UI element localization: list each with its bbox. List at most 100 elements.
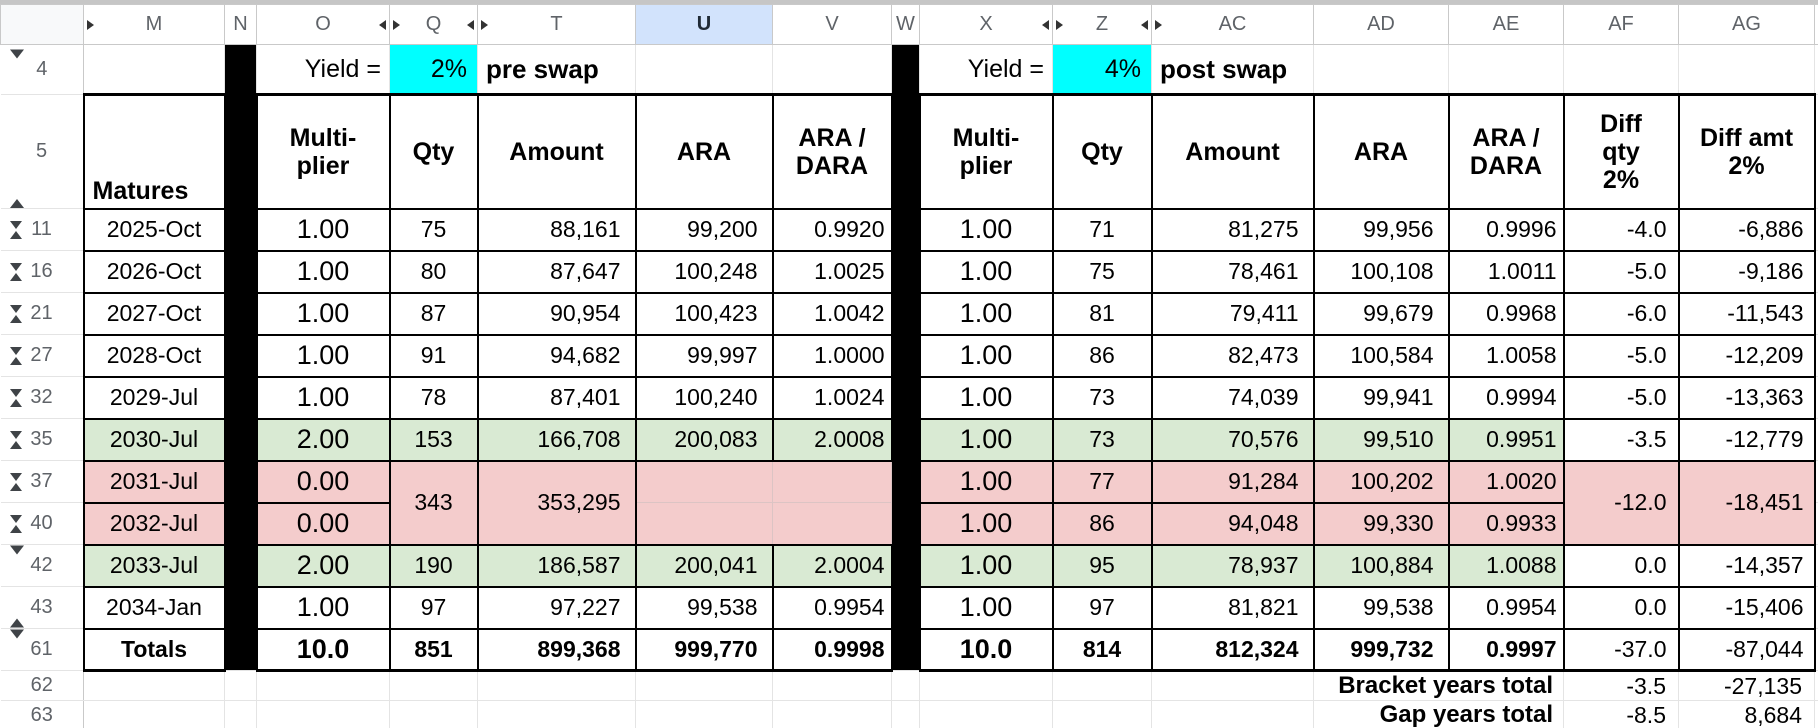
post-ara-dara-40[interactable]: 0.9933 bbox=[1447, 501, 1565, 546]
column-header-AF[interactable]: AF bbox=[1563, 4, 1679, 45]
post-amount-32[interactable]: 74,039 bbox=[1150, 375, 1315, 420]
pre-ara-dara-27[interactable]: 1.0000 bbox=[771, 333, 893, 378]
pre-ara-dara-61[interactable]: 0.9998 bbox=[771, 627, 893, 672]
cell-N27-separator[interactable] bbox=[224, 334, 257, 377]
post-header-AG[interactable]: Diff amt 2% bbox=[1677, 93, 1816, 210]
diff-amt-27[interactable]: -12,209 bbox=[1677, 333, 1816, 378]
column-header-O[interactable]: O bbox=[256, 4, 390, 45]
yield-label-post[interactable]: Yield = bbox=[919, 44, 1053, 95]
post-ara-43[interactable]: 99,538 bbox=[1312, 585, 1450, 630]
post-ara-21[interactable]: 99,679 bbox=[1312, 291, 1450, 336]
cell-AH43[interactable] bbox=[1814, 586, 1818, 629]
cell-AG4[interactable] bbox=[1678, 44, 1815, 95]
post-ara-dara-32[interactable]: 0.9994 bbox=[1447, 375, 1565, 420]
post-amount-27[interactable]: 82,473 bbox=[1150, 333, 1315, 378]
matures-cell-21[interactable]: 2027-Oct bbox=[82, 291, 226, 336]
hidden-rows-icon[interactable] bbox=[9, 472, 22, 491]
post-ara-11[interactable]: 99,956 bbox=[1312, 207, 1450, 252]
cell-N42-separator[interactable] bbox=[224, 544, 257, 587]
row-group-collapse-icon[interactable] bbox=[9, 545, 24, 577]
pre-ara-37[interactable] bbox=[635, 460, 773, 503]
matures-cell-35[interactable]: 2030-Jul bbox=[82, 417, 226, 462]
post-ara-dara-35[interactable]: 0.9951 bbox=[1447, 417, 1565, 462]
cell-M63[interactable] bbox=[83, 700, 225, 728]
pre-qty-43[interactable]: 97 bbox=[388, 585, 479, 630]
matures-cell-61[interactable]: Totals bbox=[82, 627, 226, 672]
column-header-AH[interactable] bbox=[1814, 4, 1818, 45]
column-header-M[interactable]: M bbox=[83, 4, 225, 45]
cell-W35-separator[interactable] bbox=[891, 418, 920, 461]
diff-qty-21[interactable]: -6.0 bbox=[1562, 291, 1680, 336]
column-header-V[interactable]: V bbox=[772, 4, 892, 45]
column-header-AC[interactable]: AC bbox=[1151, 4, 1314, 45]
post-amount-35[interactable]: 70,576 bbox=[1150, 417, 1315, 462]
cell-W63[interactable] bbox=[891, 700, 920, 728]
cell-M62[interactable] bbox=[83, 670, 225, 701]
post-header-AF[interactable]: Diff qty 2% bbox=[1562, 93, 1680, 210]
pre-ara-dara-32[interactable]: 1.0024 bbox=[771, 375, 893, 420]
footer-diff-amt-63[interactable]: 8,684 bbox=[1678, 700, 1815, 728]
cell-N21-separator[interactable] bbox=[224, 292, 257, 335]
pre-swap-tag[interactable]: pre swap bbox=[477, 44, 636, 95]
hidden-rows-icon[interactable] bbox=[9, 304, 22, 323]
pre-ara-42[interactable]: 200,041 bbox=[634, 543, 774, 588]
cell-AC62[interactable] bbox=[1151, 670, 1314, 701]
row-group-collapse-icon[interactable] bbox=[9, 629, 24, 661]
select-all-corner[interactable] bbox=[0, 4, 84, 45]
post-ara-dara-61[interactable]: 0.9997 bbox=[1447, 627, 1565, 672]
footer-diff-qty-62[interactable]: -3.5 bbox=[1563, 670, 1679, 701]
pre-header-O[interactable]: Multi- plier bbox=[255, 93, 391, 210]
column-header-N[interactable]: N bbox=[224, 4, 257, 45]
pre-amount-42[interactable]: 186,587 bbox=[476, 543, 637, 588]
post-multiplier-32[interactable]: 1.00 bbox=[918, 375, 1054, 420]
cell-N63[interactable] bbox=[224, 700, 257, 728]
pre-ara-35[interactable]: 200,083 bbox=[634, 417, 774, 462]
post-multiplier-61[interactable]: 10.0 bbox=[918, 627, 1054, 672]
pre-multiplier-42[interactable]: 2.00 bbox=[255, 543, 391, 588]
cell-N5-separator[interactable] bbox=[224, 94, 257, 209]
yield-value-pre[interactable]: 2% bbox=[389, 44, 478, 95]
post-qty-21[interactable]: 81 bbox=[1051, 291, 1153, 336]
row-group-collapse-icon[interactable] bbox=[9, 49, 24, 81]
footer-label-62[interactable]: Bracket years total bbox=[1313, 670, 1564, 701]
cell-AH32[interactable] bbox=[1814, 376, 1818, 419]
pre-amount-21[interactable]: 90,954 bbox=[476, 291, 637, 336]
post-ara-dara-21[interactable]: 0.9968 bbox=[1447, 291, 1565, 336]
post-header-AE[interactable]: ARA / DARA bbox=[1447, 93, 1565, 210]
pre-header-U[interactable]: ARA bbox=[634, 93, 774, 210]
post-ara-32[interactable]: 99,941 bbox=[1312, 375, 1450, 420]
pre-ara-dara-16[interactable]: 1.0025 bbox=[771, 249, 893, 294]
pre-ara-16[interactable]: 100,248 bbox=[634, 249, 774, 294]
pre-amount-27[interactable]: 94,682 bbox=[476, 333, 637, 378]
matures-cell-11[interactable]: 2025-Oct bbox=[82, 207, 226, 252]
pre-header-V[interactable]: ARA / DARA bbox=[771, 93, 893, 210]
yield-value-post[interactable]: 4% bbox=[1052, 44, 1152, 95]
cell-AH27[interactable] bbox=[1814, 334, 1818, 377]
diff-amt-43[interactable]: -15,406 bbox=[1677, 585, 1816, 630]
pre-multiplier-35[interactable]: 2.00 bbox=[255, 417, 391, 462]
hidden-rows-icon[interactable] bbox=[9, 388, 22, 407]
pre-multiplier-16[interactable]: 1.00 bbox=[255, 249, 391, 294]
post-amount-11[interactable]: 81,275 bbox=[1150, 207, 1315, 252]
cell-W37-separator[interactable] bbox=[891, 460, 920, 503]
post-qty-42[interactable]: 95 bbox=[1051, 543, 1153, 588]
post-header-AD[interactable]: ARA bbox=[1312, 93, 1450, 210]
post-multiplier-27[interactable]: 1.00 bbox=[918, 333, 1054, 378]
diff-amt-11[interactable]: -6,886 bbox=[1677, 207, 1816, 252]
cell-N16-separator[interactable] bbox=[224, 250, 257, 293]
post-amount-21[interactable]: 79,411 bbox=[1150, 291, 1315, 336]
post-ara-dara-11[interactable]: 0.9996 bbox=[1447, 207, 1565, 252]
post-multiplier-37[interactable]: 1.00 bbox=[918, 459, 1054, 504]
pre-ara-40[interactable] bbox=[635, 502, 773, 545]
pre-ara-21[interactable]: 100,423 bbox=[634, 291, 774, 336]
pre-ara-32[interactable]: 100,240 bbox=[634, 375, 774, 420]
post-swap-tag[interactable]: post swap bbox=[1151, 44, 1314, 95]
pre-multiplier-27[interactable]: 1.00 bbox=[255, 333, 391, 378]
hidden-columns-expand-icon[interactable] bbox=[481, 19, 488, 30]
cell-T63[interactable] bbox=[477, 700, 636, 728]
column-header-W[interactable]: W bbox=[891, 4, 920, 45]
pre-qty-11[interactable]: 75 bbox=[388, 207, 479, 252]
post-ara-61[interactable]: 999,732 bbox=[1312, 627, 1450, 672]
post-amount-42[interactable]: 78,937 bbox=[1150, 543, 1315, 588]
post-qty-11[interactable]: 71 bbox=[1051, 207, 1153, 252]
